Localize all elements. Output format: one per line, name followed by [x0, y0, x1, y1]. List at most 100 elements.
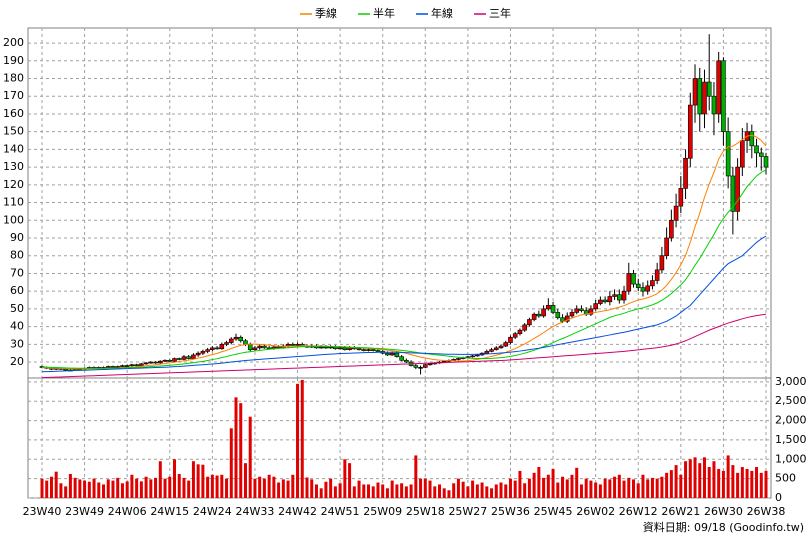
candle-body: [224, 342, 229, 345]
candle-body: [153, 361, 158, 364]
volume-bar: [286, 480, 290, 498]
volume-bar: [45, 480, 49, 498]
volume-bar: [617, 474, 621, 498]
volume-bar: [570, 474, 574, 498]
volume-bar: [319, 488, 323, 498]
y-tick-label: 150: [3, 125, 24, 138]
y-tick-label: 40: [10, 320, 24, 333]
volume-bar: [466, 486, 470, 498]
volume-bar: [404, 486, 408, 498]
y-tick-label: 130: [3, 160, 24, 173]
volume-bar: [542, 477, 546, 498]
volume-bar: [196, 464, 200, 498]
candle-body: [328, 346, 333, 349]
x-tick-label: 25W09: [363, 505, 402, 518]
volume-bar: [225, 478, 229, 498]
volume-bar: [684, 461, 688, 498]
volume-bar: [229, 428, 233, 498]
candle-body: [385, 352, 390, 356]
candle-body: [176, 358, 182, 360]
candle-body: [456, 358, 461, 360]
volume-bar: [177, 474, 181, 498]
volume-bar: [414, 455, 418, 498]
candle-body: [120, 365, 125, 367]
candle-body: [148, 361, 154, 364]
candle-body: [754, 145, 759, 154]
candle-body: [687, 104, 693, 159]
candle-body: [366, 349, 371, 351]
volume-bar: [702, 457, 706, 498]
volume-bar: [182, 477, 186, 498]
y-tick-label: 90: [10, 231, 24, 244]
volume-bar: [87, 481, 91, 498]
ma-line: [41, 169, 767, 369]
x-tick-label: 24W06: [108, 505, 147, 518]
candle-body: [517, 329, 523, 334]
candle-body: [333, 346, 338, 350]
candle-body: [342, 347, 348, 350]
candle-body: [541, 308, 546, 317]
volume-bar: [461, 481, 465, 498]
candle-body: [200, 351, 206, 354]
candle-body: [139, 363, 144, 366]
candle-body: [238, 336, 244, 342]
volume-bar: [40, 478, 44, 498]
volume-bar: [589, 480, 593, 498]
candle-body: [484, 351, 490, 354]
y-tick-label: 170: [3, 89, 24, 102]
candle-body: [290, 344, 296, 346]
volume-bar: [258, 476, 262, 498]
y-tick-label: 50: [10, 302, 24, 315]
volume-bar: [561, 476, 565, 498]
candle-body: [337, 347, 343, 350]
candle-body: [626, 273, 632, 292]
volume-bar: [367, 484, 371, 498]
volume-bar: [575, 467, 579, 498]
candle-body: [546, 305, 551, 310]
volume-bar: [130, 474, 134, 498]
volume-bar: [537, 467, 541, 498]
candle-body: [697, 78, 703, 115]
volume-bar: [111, 480, 115, 498]
volume-bar: [655, 478, 659, 498]
candle-body: [257, 345, 262, 349]
volume-bar: [688, 459, 692, 498]
volume-bar: [565, 479, 569, 498]
volume-bar: [759, 472, 763, 498]
volume-bar: [428, 480, 432, 498]
volume-bar: [54, 471, 58, 498]
volume-bar: [248, 416, 252, 498]
volume-bar: [106, 479, 110, 498]
volume-bar: [220, 474, 224, 498]
candle-body: [129, 364, 135, 367]
volume-bar: [442, 488, 446, 498]
volume-bar: [641, 474, 645, 498]
volume-bar: [556, 482, 560, 498]
candle-body: [749, 131, 755, 147]
volume-bar: [755, 467, 759, 498]
volume-bar: [376, 482, 380, 498]
y2-tick-label: 500: [775, 472, 796, 485]
candle-body: [451, 359, 456, 361]
candle-body: [617, 294, 622, 301]
volume-bar: [296, 383, 300, 498]
candle-body: [370, 349, 376, 351]
candle-body: [399, 356, 404, 361]
candle-body: [588, 308, 594, 315]
volume-bar: [210, 474, 214, 498]
volume-bar: [679, 474, 683, 498]
volume-bar: [357, 480, 361, 498]
candle-body: [706, 81, 712, 97]
volume-bar: [736, 472, 740, 498]
volume-bar: [348, 463, 352, 498]
candle-body: [612, 294, 617, 297]
volume-bar: [172, 459, 176, 498]
volume-bar: [499, 482, 503, 498]
volume-bar: [490, 488, 494, 498]
volume-bar: [92, 478, 96, 498]
candle-body: [758, 152, 764, 157]
volume-bar: [352, 486, 356, 498]
candle-body: [569, 312, 575, 317]
candle-body: [673, 205, 679, 221]
y-tick-label: 30: [10, 337, 24, 350]
